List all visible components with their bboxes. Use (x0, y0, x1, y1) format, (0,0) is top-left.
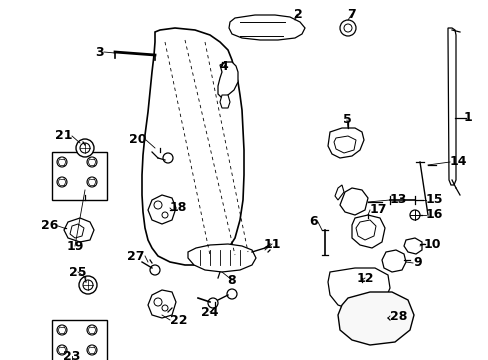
Text: 16: 16 (425, 208, 443, 221)
Circle shape (57, 157, 67, 167)
Bar (52, 152, 107, 200)
Text: 15: 15 (425, 193, 443, 207)
Circle shape (87, 177, 97, 187)
Text: 3: 3 (95, 45, 104, 58)
Text: 8: 8 (227, 274, 236, 287)
Circle shape (87, 157, 97, 167)
Circle shape (163, 153, 173, 163)
Circle shape (79, 276, 97, 294)
Text: 13: 13 (389, 193, 407, 207)
Text: 25: 25 (69, 265, 86, 279)
Polygon shape (355, 220, 375, 240)
Polygon shape (148, 195, 176, 224)
Polygon shape (327, 268, 389, 310)
Text: 4: 4 (219, 59, 228, 72)
Polygon shape (333, 136, 355, 153)
Text: 21: 21 (54, 130, 72, 143)
Circle shape (80, 143, 90, 153)
Circle shape (154, 201, 162, 209)
Polygon shape (220, 95, 229, 108)
Polygon shape (337, 292, 413, 345)
Text: 20: 20 (128, 134, 146, 147)
Text: 7: 7 (347, 8, 356, 21)
Text: 28: 28 (389, 310, 407, 323)
Text: 6: 6 (309, 216, 317, 229)
Text: 26: 26 (41, 220, 58, 233)
Text: 14: 14 (449, 156, 467, 168)
Circle shape (83, 280, 93, 290)
Text: 22: 22 (170, 314, 187, 327)
Circle shape (207, 298, 218, 308)
Circle shape (154, 298, 162, 306)
Circle shape (76, 139, 94, 157)
Circle shape (162, 305, 168, 311)
Circle shape (226, 289, 237, 299)
Circle shape (150, 265, 160, 275)
Polygon shape (327, 128, 363, 158)
Polygon shape (148, 290, 176, 318)
Text: 17: 17 (369, 203, 386, 216)
Circle shape (57, 177, 67, 187)
Text: 9: 9 (412, 256, 421, 270)
Circle shape (87, 345, 97, 355)
Text: 18: 18 (170, 202, 187, 215)
Polygon shape (447, 28, 455, 185)
Polygon shape (228, 15, 305, 40)
Polygon shape (187, 244, 256, 272)
Polygon shape (351, 215, 384, 248)
Text: 2: 2 (293, 8, 302, 21)
Text: 27: 27 (127, 249, 145, 262)
Text: 23: 23 (63, 350, 81, 360)
Text: 11: 11 (263, 238, 280, 251)
Text: 12: 12 (356, 271, 373, 284)
Polygon shape (381, 250, 405, 272)
Polygon shape (403, 238, 421, 254)
Polygon shape (218, 62, 238, 98)
Text: 10: 10 (423, 238, 441, 251)
Polygon shape (334, 185, 343, 200)
Circle shape (409, 210, 419, 220)
Circle shape (87, 325, 97, 335)
Text: 5: 5 (342, 113, 351, 126)
Polygon shape (64, 218, 94, 242)
Circle shape (343, 24, 351, 32)
Text: 19: 19 (66, 239, 83, 252)
Circle shape (57, 325, 67, 335)
Polygon shape (339, 188, 367, 215)
Circle shape (57, 345, 67, 355)
Circle shape (162, 212, 168, 218)
Polygon shape (70, 224, 84, 238)
Circle shape (339, 20, 355, 36)
Polygon shape (142, 28, 244, 265)
Text: 24: 24 (201, 306, 218, 319)
Text: 1: 1 (463, 112, 472, 125)
Bar (52, 320, 107, 360)
